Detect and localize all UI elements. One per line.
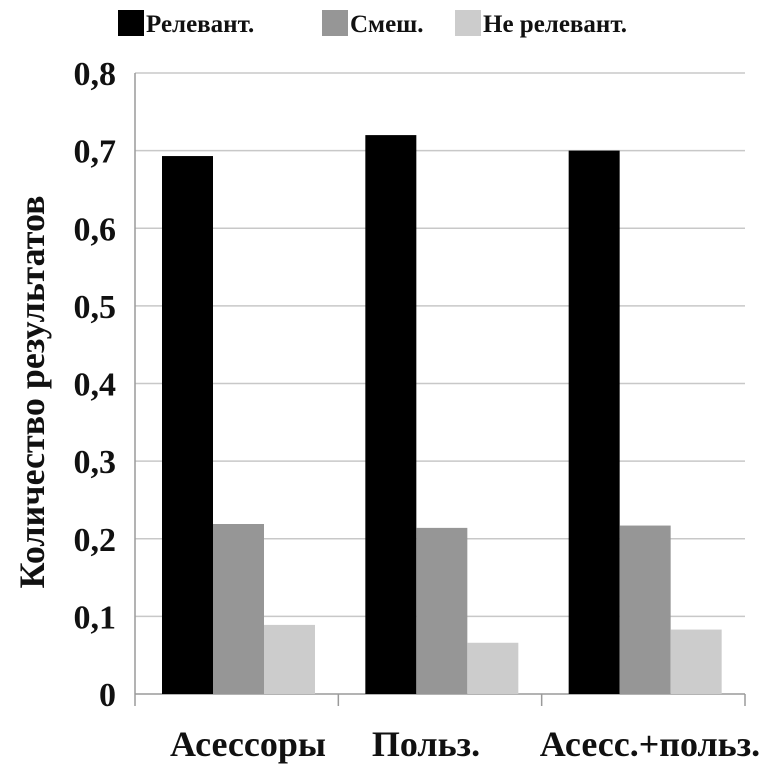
y-tick-label: 0,3 — [74, 444, 117, 481]
y-tick-labels: 0 0,1 0,2 0,3 0,4 0,5 0,6 0,7 0,8 — [74, 56, 117, 714]
bar-2-1 — [213, 524, 264, 694]
y-tick-label: 0,7 — [74, 134, 117, 171]
y-axis-label: Количество результатов — [12, 196, 52, 589]
legend-label: Смеш. — [350, 11, 424, 38]
legend-swatch — [118, 10, 144, 36]
y-tick-label: 0,8 — [74, 56, 117, 93]
y-tick-label: 0,4 — [74, 367, 117, 404]
y-tick-label: 0,5 — [74, 289, 117, 326]
bar-2-2 — [416, 527, 468, 694]
x-category-label: Асесс.+польз. — [540, 724, 760, 764]
x-category-labels: Асессоры Польз. Асесс.+польз. — [170, 724, 760, 764]
x-category-label: Польз. — [372, 724, 480, 764]
y-tick-label: 0,1 — [74, 599, 117, 636]
bar-1-2 — [365, 135, 417, 695]
y-tick-label: 0,6 — [74, 211, 117, 248]
legend: Релевант. Смеш. Не релевант. — [118, 10, 627, 38]
legend-swatch — [455, 10, 481, 36]
legend-label: Не релевант. — [483, 11, 627, 38]
bar-1-1 — [162, 156, 213, 695]
bar-3-3 — [670, 629, 722, 694]
legend-swatch — [322, 10, 348, 36]
bar-2-3 — [619, 525, 671, 694]
y-tick-label: 0,2 — [74, 522, 117, 559]
legend-label: Релевант. — [146, 11, 254, 38]
bar-3-1 — [264, 624, 315, 694]
y-tick-label: 0 — [99, 677, 116, 714]
bars — [162, 135, 722, 695]
x-category-label: Асессоры — [170, 724, 326, 764]
bar-3-2 — [467, 642, 519, 694]
bar-1-3 — [568, 150, 620, 694]
